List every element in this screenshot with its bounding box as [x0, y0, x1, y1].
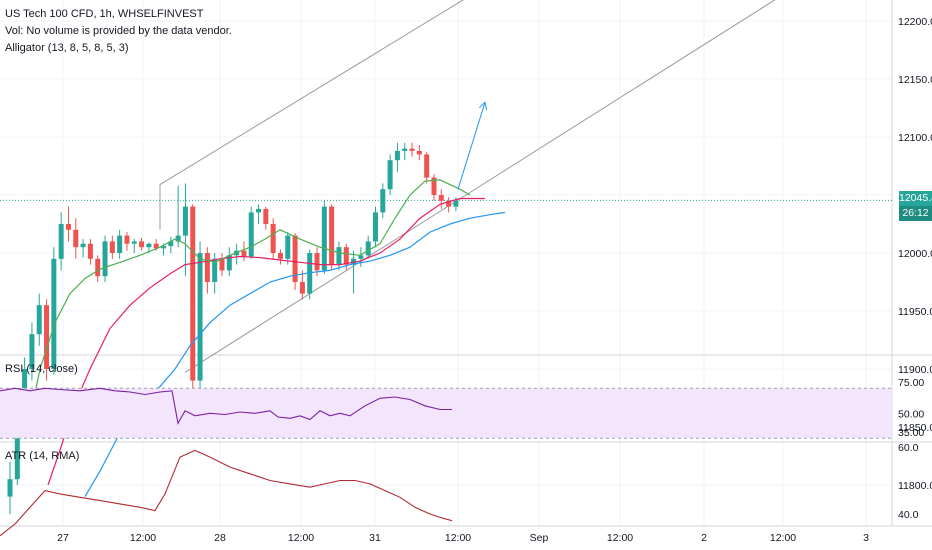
candle-body-14	[109, 241, 115, 253]
price-tick-2: 11900.0	[898, 364, 932, 376]
candle-body-26	[197, 253, 203, 381]
candle-body-19	[146, 243, 152, 248]
atr-tick-0: 40.0	[898, 509, 919, 521]
candle-body-28	[212, 258, 218, 282]
alligator-legend[interactable]: Alligator (13, 8, 5, 8, 5, 3)	[5, 42, 129, 54]
candle-body-38	[285, 235, 291, 259]
candle-body-27	[204, 253, 210, 282]
candle-body-12	[95, 258, 101, 277]
candle-body-0	[7, 479, 13, 497]
alligator-teeth-line	[47, 197, 485, 486]
candle-body-56	[416, 150, 422, 155]
candle-body-59	[438, 195, 444, 201]
candle-body-58	[431, 177, 437, 195]
time-tick-0: 27	[57, 532, 69, 544]
time-tick-2: 28	[214, 532, 226, 544]
candle-body-33	[248, 212, 254, 257]
candle-body-42	[314, 253, 320, 271]
atr-tick-1: 60.0	[898, 442, 919, 454]
candle-body-15	[117, 235, 123, 253]
candle-body-43	[321, 206, 327, 271]
rsi-pane-label[interactable]: RSI (14, close)	[5, 363, 78, 375]
candle-body-13	[102, 241, 108, 277]
atr-pane-label[interactable]: ATR (14, RMA)	[5, 450, 80, 462]
last-price-tag: 12045.4	[899, 191, 932, 206]
volume-note: Vol: No volume is provided by the data v…	[5, 25, 232, 37]
candle-body-61	[453, 200, 459, 207]
candle-body-34	[256, 208, 262, 213]
candle-body-37	[277, 253, 283, 259]
price-tick-6: 12100.0	[898, 132, 932, 144]
candle-body-32	[241, 250, 247, 257]
rsi-tick-1: 50.00	[898, 408, 924, 420]
time-tick-4: 31	[369, 532, 381, 544]
price-tick-3: 11950.0	[898, 306, 932, 318]
candle-body-16	[124, 235, 130, 244]
price-tick-1: 11850.0	[898, 422, 932, 434]
candle-body-39	[292, 235, 298, 282]
time-tick-6: Sep	[530, 532, 549, 544]
time-tick-7: 12:00	[607, 532, 633, 544]
candle-body-18	[139, 241, 145, 248]
candle-body-8	[65, 224, 71, 230]
candle-body-44	[329, 206, 335, 265]
candle-body-22	[168, 241, 174, 247]
candle-body-4	[36, 305, 42, 335]
candle-body-51	[380, 189, 386, 213]
rsi-band	[0, 388, 892, 439]
symbol-title[interactable]: US Tech 100 CFD, 1h, WHSELFINVEST	[5, 8, 204, 20]
candle-body-46	[343, 247, 349, 265]
price-tick-0: 11800.0	[898, 480, 932, 492]
price-tick-4: 12000.0	[898, 248, 932, 260]
rsi-tick-0: 35.00	[898, 427, 924, 439]
candle-body-35	[263, 208, 269, 224]
candle-body-54	[402, 148, 408, 151]
rsi-line	[0, 387, 452, 425]
candle-body-52	[387, 160, 393, 190]
candle-body-11	[87, 243, 93, 259]
candle-body-5	[44, 305, 50, 369]
time-tick-10: 3	[863, 532, 869, 544]
candle-body-29	[219, 258, 225, 271]
bar-countdown-tag: 26:12	[899, 206, 932, 221]
time-tick-1: 12:00	[130, 532, 156, 544]
candle-body-50	[373, 212, 378, 242]
candle-body-30	[226, 255, 232, 271]
candle-body-40	[299, 282, 305, 294]
candle-body-7	[58, 224, 64, 259]
trend-arrow-head	[478, 101, 488, 111]
candle-body-23	[175, 235, 181, 242]
price-tick-7: 12150.0	[898, 74, 932, 86]
candle-body-3	[29, 334, 35, 369]
candle-body-57	[424, 154, 430, 178]
candle-body-53	[394, 150, 400, 161]
candle-body-48	[358, 255, 364, 259]
candle-body-36	[270, 224, 276, 253]
channel-upper-line	[159, 0, 465, 185]
time-tick-8: 2	[701, 532, 707, 544]
candle-body-10	[80, 243, 86, 248]
candle-body-45	[336, 247, 342, 265]
candle-body-17	[131, 241, 137, 244]
trend-arrow-shaft	[457, 102, 486, 190]
alligator-lips-line	[27, 179, 471, 428]
candle-body-1	[14, 415, 20, 480]
rsi-tick-2: 75.00	[898, 377, 924, 389]
time-tick-3: 12:00	[288, 532, 314, 544]
candle-body-21	[161, 246, 167, 249]
candle-body-49	[365, 241, 371, 256]
candle-body-9	[73, 229, 79, 248]
atr-line	[0, 449, 453, 537]
candle-body-60	[446, 200, 452, 207]
price-tick-8: 12200.0	[898, 16, 932, 28]
candle-body-20	[153, 243, 159, 249]
candle-body-55	[409, 148, 415, 151]
candle-body-24	[182, 206, 188, 236]
candle-body-25	[190, 206, 196, 381]
time-tick-9: 12:00	[770, 532, 796, 544]
candle-body-6	[51, 258, 57, 369]
time-tick-5: 12:00	[445, 532, 471, 544]
